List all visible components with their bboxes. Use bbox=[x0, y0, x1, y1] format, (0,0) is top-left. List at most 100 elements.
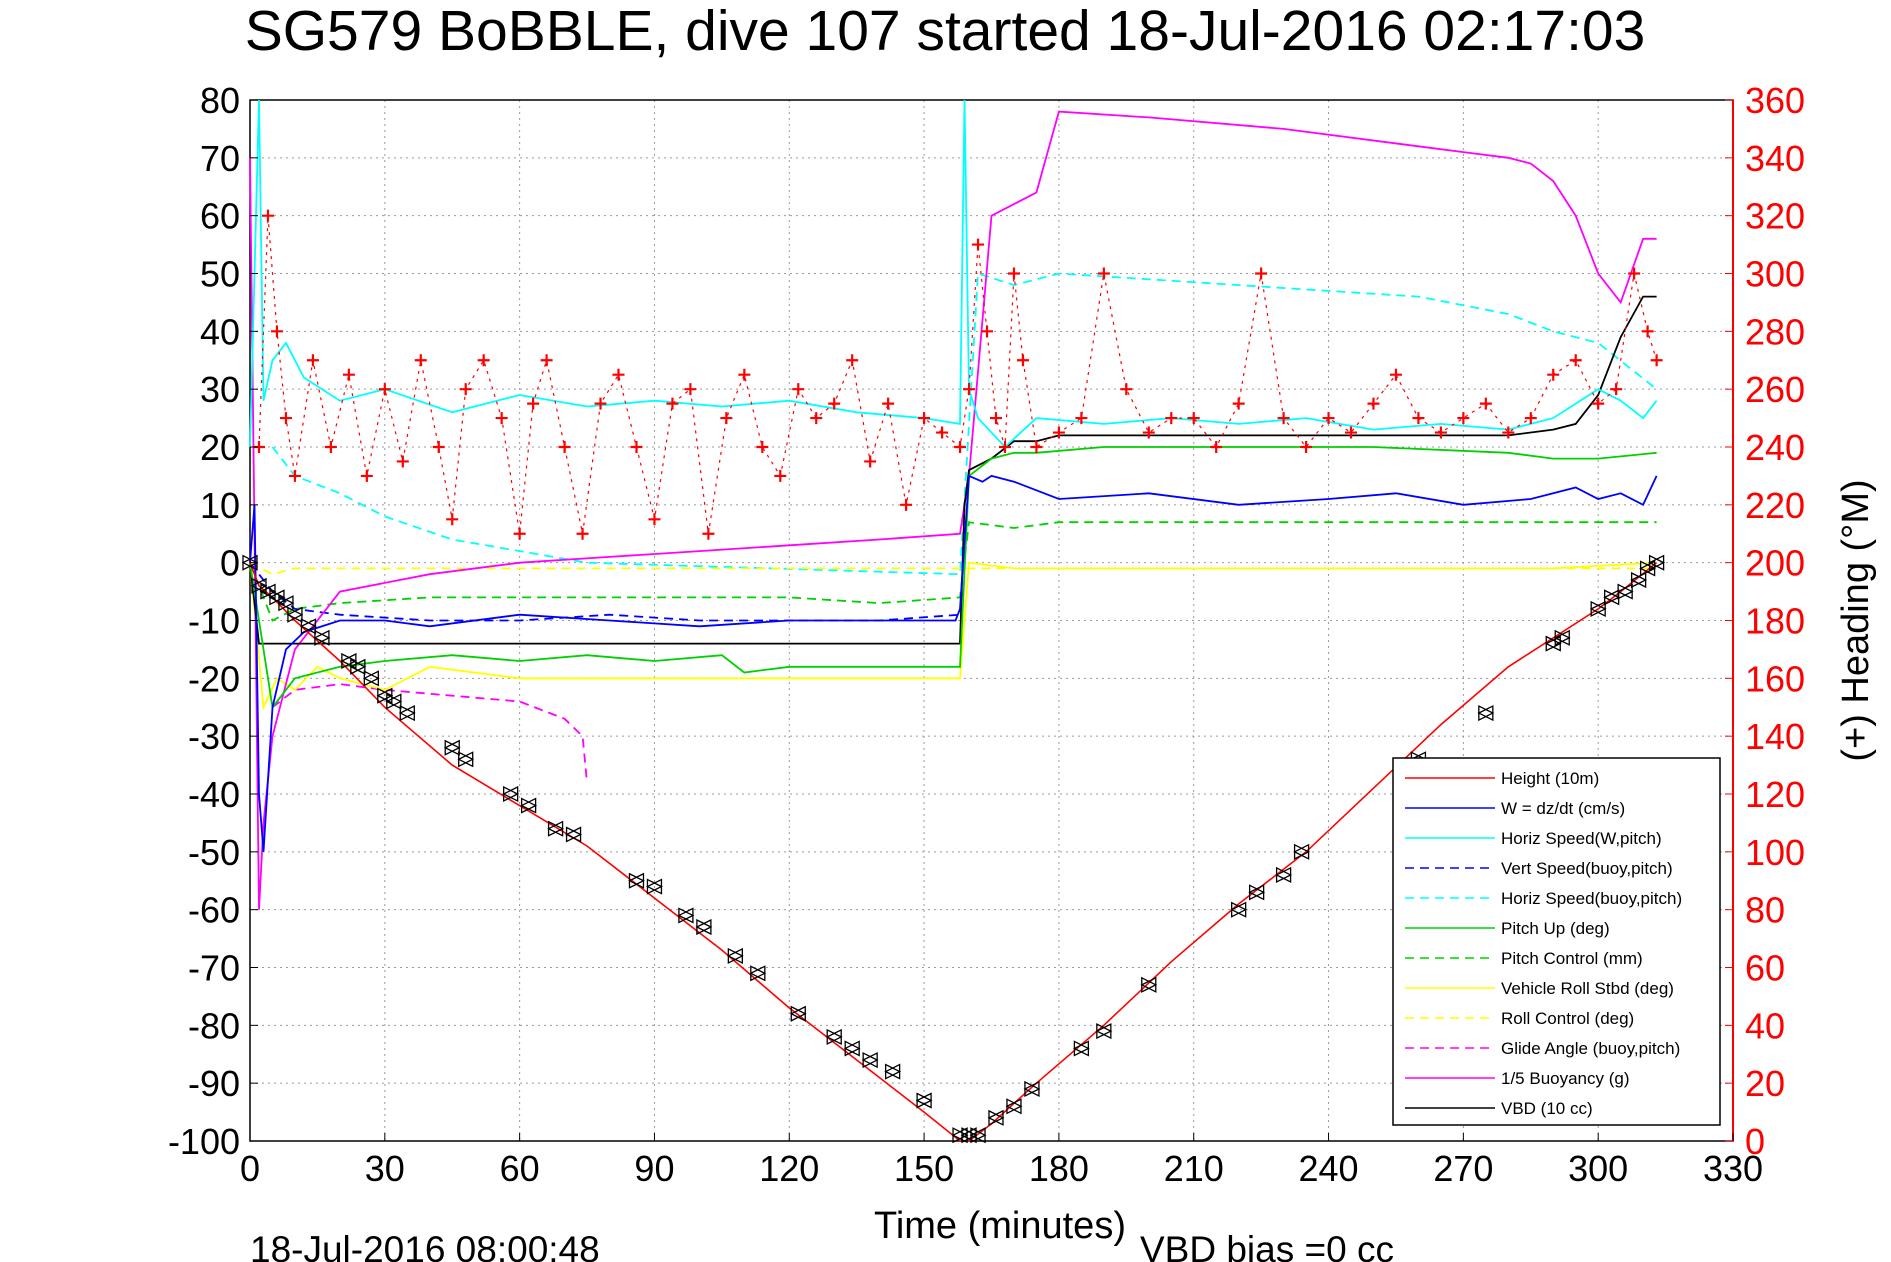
marker-point bbox=[825, 1028, 842, 1045]
marker-point bbox=[1553, 629, 1570, 646]
marker-point bbox=[1630, 571, 1647, 589]
y-right-tick-label: 340 bbox=[1745, 138, 1805, 179]
heading-point bbox=[810, 412, 823, 425]
marker-point bbox=[1544, 635, 1561, 652]
marker-point bbox=[458, 751, 475, 768]
grid bbox=[250, 100, 1733, 1141]
y-tick-label: 70 bbox=[200, 138, 240, 179]
heading-point bbox=[1367, 397, 1380, 410]
heading-point bbox=[477, 354, 490, 367]
heading-point bbox=[828, 397, 841, 410]
heading-point bbox=[342, 368, 355, 381]
x-tick-label: 300 bbox=[1568, 1148, 1628, 1189]
marker-point bbox=[951, 1127, 968, 1144]
heading-point bbox=[684, 383, 697, 396]
x-tick-labels: 0 30 60 90 120 150 180 210 240 270 300 330 bbox=[240, 1133, 1763, 1189]
y-tick-label: -20 bbox=[188, 658, 240, 699]
heading-point bbox=[1210, 441, 1223, 453]
marker-point bbox=[457, 751, 474, 768]
y-tick-label: 50 bbox=[200, 254, 240, 295]
heading-point bbox=[288, 469, 301, 482]
y-tick-label: -60 bbox=[188, 890, 240, 931]
marker-point bbox=[695, 918, 712, 936]
heading-point bbox=[963, 383, 976, 396]
marker-point bbox=[268, 589, 285, 606]
marker-point bbox=[1230, 901, 1247, 918]
heading-point bbox=[612, 368, 625, 381]
marker-point bbox=[1005, 1098, 1022, 1115]
heading-point bbox=[1052, 426, 1065, 439]
y-right-tick-label: 300 bbox=[1745, 254, 1805, 295]
marker-point bbox=[750, 965, 767, 982]
marker-point bbox=[988, 1109, 1005, 1126]
heading-point bbox=[495, 412, 508, 425]
footer-timestamp: 18-Jul-2016 08:00:48 bbox=[250, 1229, 600, 1262]
legend-label: Pitch Control (mm) bbox=[1501, 949, 1643, 968]
y-right-tick-label: 280 bbox=[1745, 311, 1805, 352]
heading-point bbox=[702, 527, 715, 540]
heading-point bbox=[666, 397, 679, 410]
y-tick-label: 30 bbox=[200, 369, 240, 410]
marker-point bbox=[969, 1127, 986, 1144]
marker-point bbox=[1141, 976, 1158, 993]
series-line-9 bbox=[271, 683, 588, 783]
series-line-1 bbox=[249, 474, 1658, 852]
heading-point bbox=[1142, 426, 1155, 439]
series-line-11 bbox=[249, 295, 1657, 645]
marker-point bbox=[399, 704, 416, 722]
legend-label: Horiz Speed(W,pitch) bbox=[1501, 829, 1662, 848]
y-right-tick-label: 40 bbox=[1745, 1005, 1785, 1046]
heading-point bbox=[279, 412, 292, 425]
heading-point bbox=[594, 397, 607, 410]
marker-point bbox=[628, 872, 645, 889]
x-tick-label: 150 bbox=[894, 1148, 954, 1189]
heading-point bbox=[1322, 412, 1335, 425]
footer-vbd-bias: VBD bias =0 cc bbox=[1140, 1229, 1394, 1262]
marker-point bbox=[861, 1051, 878, 1069]
y-tick-label: 80 bbox=[200, 80, 240, 121]
heading-point bbox=[1412, 412, 1425, 425]
x-axis-label: Time (minutes) bbox=[874, 1205, 1126, 1247]
marker-point bbox=[1648, 554, 1665, 571]
heading-point bbox=[414, 354, 427, 367]
heading-point bbox=[864, 455, 877, 468]
y-tick-label: 60 bbox=[200, 196, 240, 237]
legend-label: Vehicle Roll Stbd (deg) bbox=[1501, 979, 1674, 998]
y-right-tick-labels: 3603403203002802602402202001801601401201… bbox=[1725, 80, 1805, 1162]
y-right-tick-label: 160 bbox=[1745, 658, 1805, 699]
heading-point bbox=[558, 441, 571, 453]
heading-point bbox=[446, 513, 459, 526]
heading-point bbox=[1610, 383, 1623, 396]
heading-point bbox=[1165, 412, 1178, 425]
y-right-tick-label: 220 bbox=[1745, 485, 1805, 526]
marker-point bbox=[376, 687, 393, 704]
heading-point bbox=[918, 412, 931, 425]
heading-point bbox=[630, 441, 643, 453]
marker-point bbox=[1616, 583, 1633, 600]
y-tick-label: -30 bbox=[188, 716, 240, 757]
y-tick-label: -70 bbox=[188, 948, 240, 989]
heading-point bbox=[1502, 426, 1515, 439]
heading-point bbox=[756, 441, 769, 453]
y-right-tick-label: 0 bbox=[1745, 1121, 1765, 1162]
marker-point bbox=[862, 1051, 879, 1069]
heading-point bbox=[1277, 412, 1290, 425]
marker-point bbox=[884, 1063, 901, 1080]
legend-label: Horiz Speed(buoy,pitch) bbox=[1501, 889, 1682, 908]
marker-point bbox=[444, 739, 461, 756]
marker-point bbox=[1293, 843, 1310, 860]
marker-point bbox=[1630, 571, 1648, 589]
heading-point bbox=[513, 527, 526, 540]
marker-point bbox=[299, 618, 317, 635]
y-tick-label: 20 bbox=[200, 427, 240, 468]
series-line-3 bbox=[249, 562, 961, 622]
heading-point bbox=[396, 455, 409, 468]
y-right-tick-label: 180 bbox=[1745, 601, 1805, 642]
x-tick-label: 330 bbox=[1703, 1148, 1763, 1189]
legend-label: Vert Speed(buoy,pitch) bbox=[1501, 859, 1673, 878]
heading-point bbox=[1075, 412, 1088, 425]
heading-point bbox=[306, 354, 319, 367]
heading-point bbox=[936, 426, 949, 439]
heading-layer bbox=[252, 209, 1663, 540]
marker-point bbox=[1006, 1098, 1023, 1115]
